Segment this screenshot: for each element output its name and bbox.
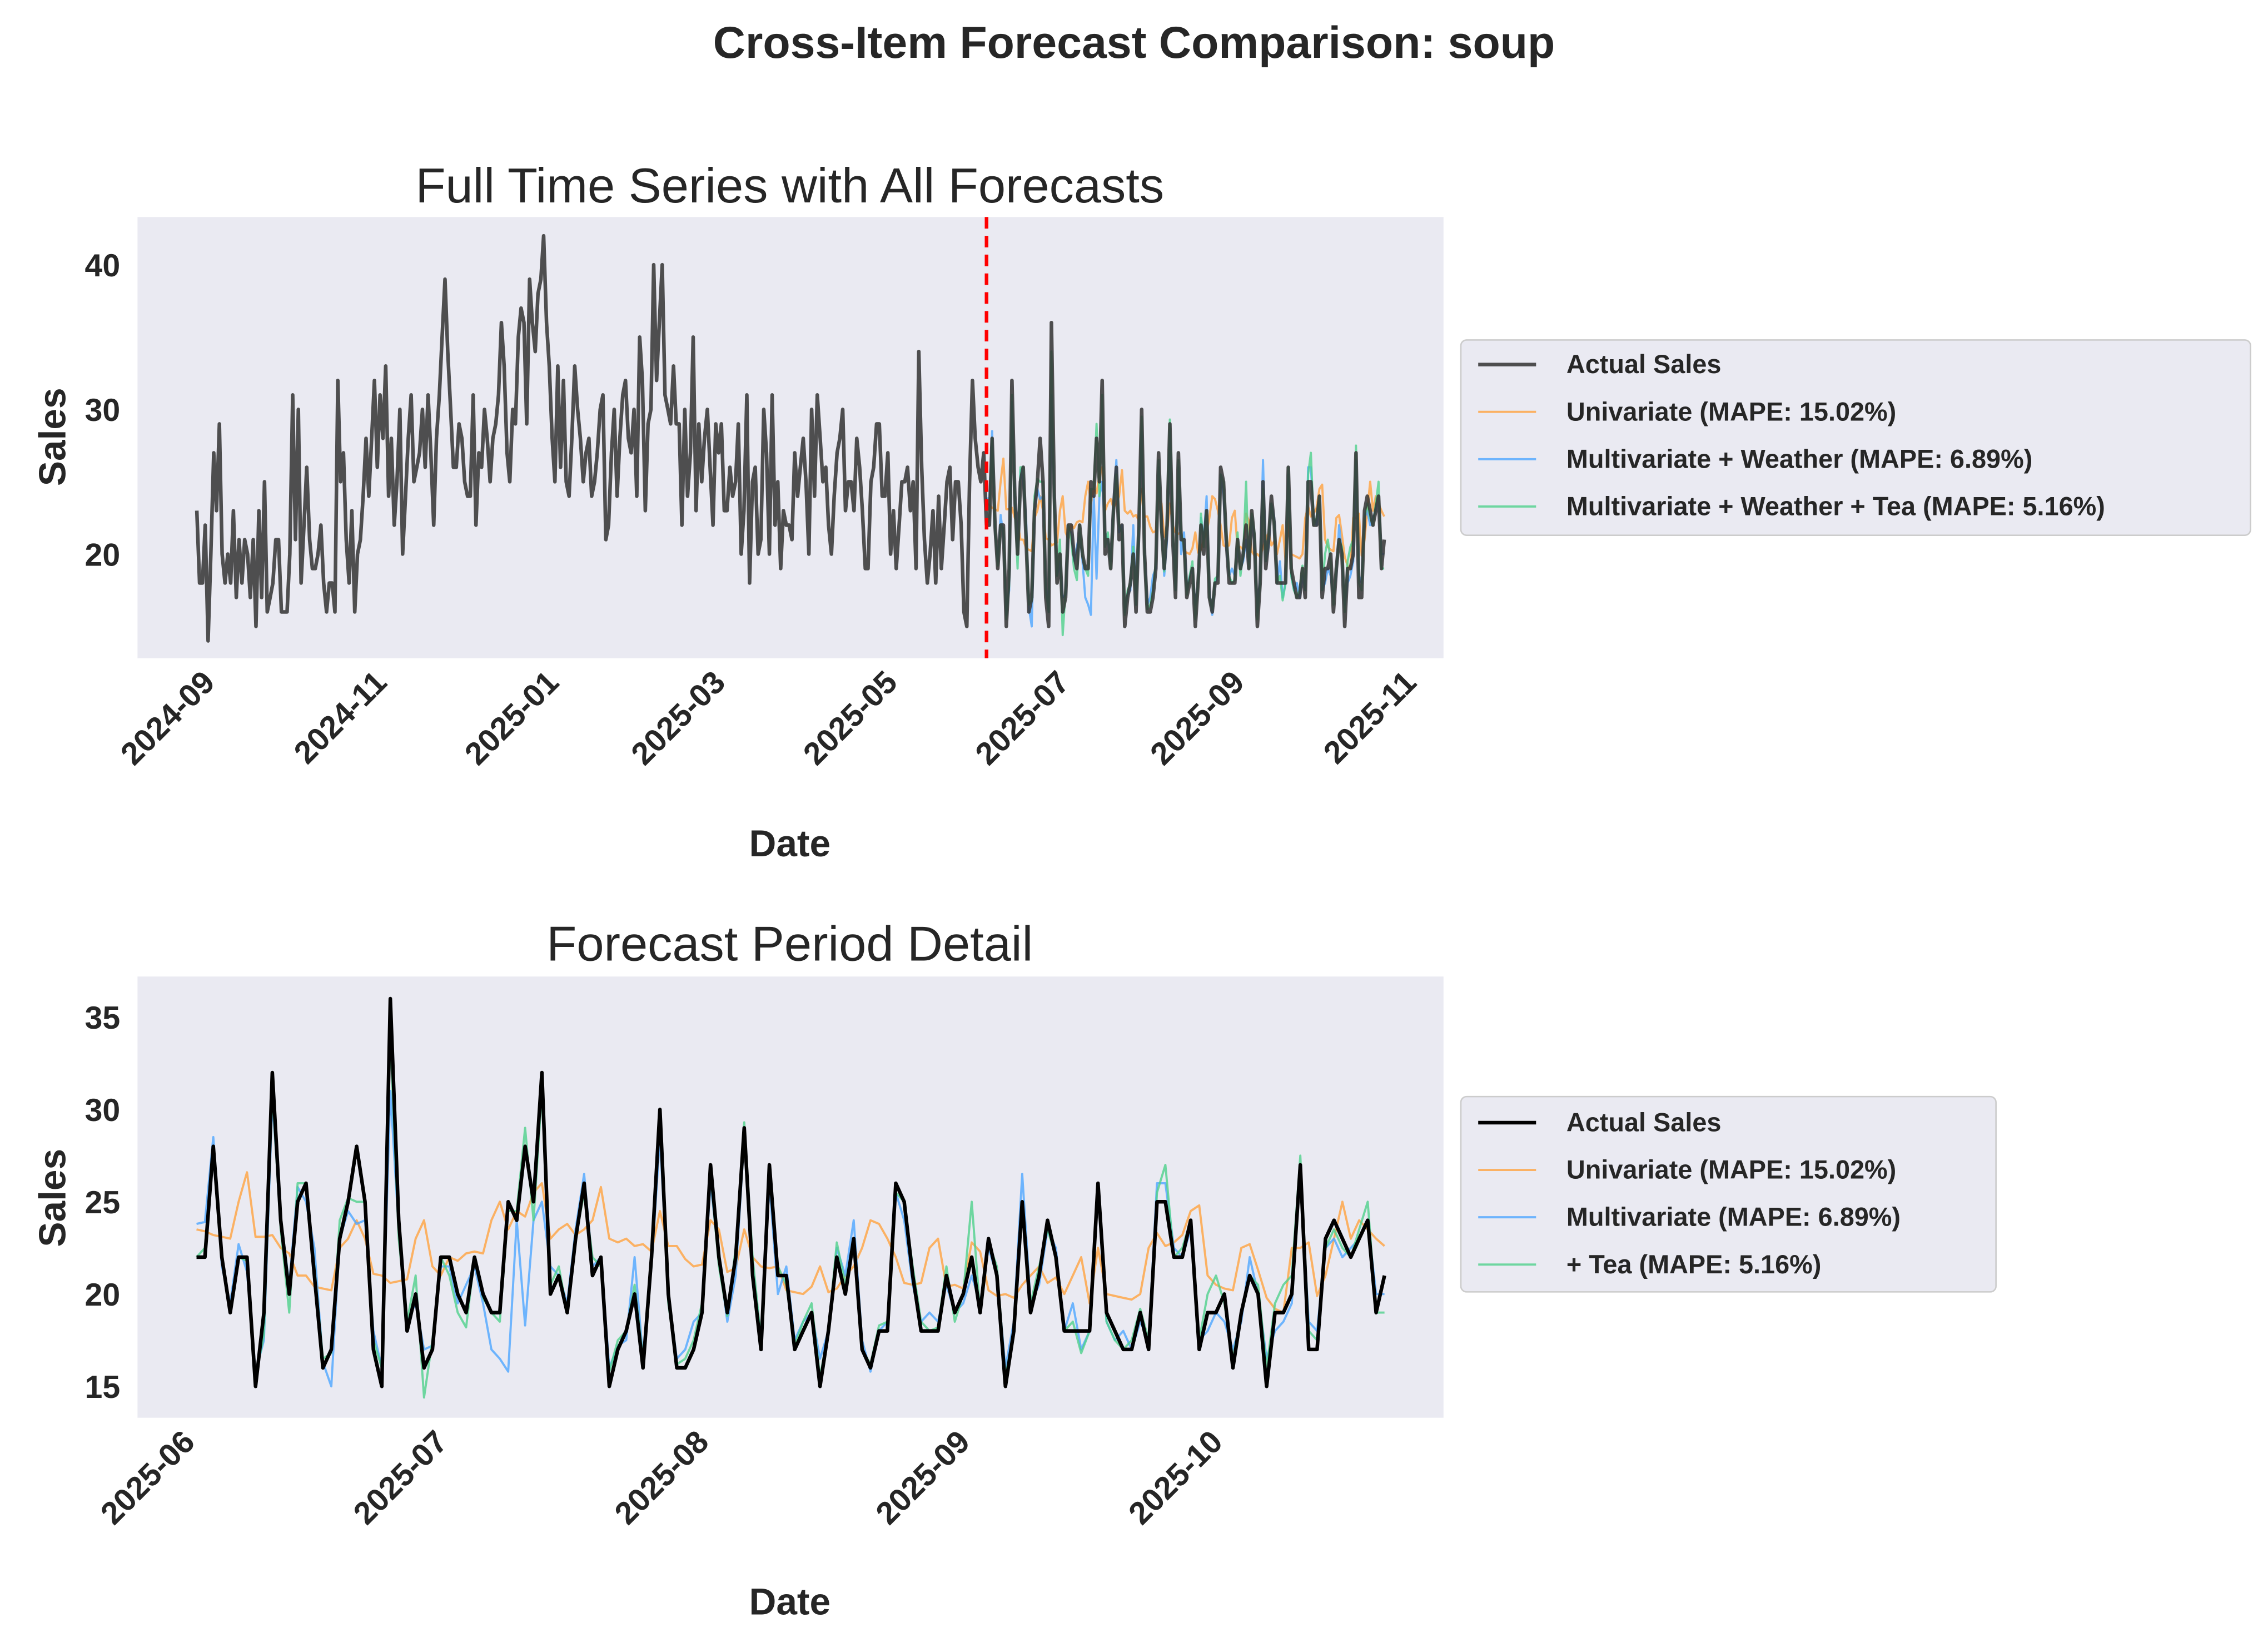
bottom-chart-lines <box>196 996 1386 1399</box>
legend-label-actual: Actual Sales <box>1566 1108 1722 1137</box>
x-tick-label: 2025-09 <box>1143 664 1251 772</box>
bottom-chart-title: Forecast Period Detail <box>546 916 1033 971</box>
legend-label-multivariate: Multivariate + Weather (MAPE: 6.89%) <box>1566 444 2032 473</box>
x-tick-label: 2025-11 <box>1317 664 1424 771</box>
actual-sales-line <box>196 996 1386 1388</box>
bottom-y-ticks: 15 20 25 30 35 <box>85 1000 121 1405</box>
x-tick-label: 2025-09 <box>869 1423 977 1531</box>
legend-label-univariate: Univariate (MAPE: 15.02%) <box>1566 1155 1896 1184</box>
figure-title: Cross-Item Forecast Comparison: soup <box>713 18 1555 68</box>
x-tick-label: 2025-03 <box>624 664 732 772</box>
x-tick-label: 2025-05 <box>797 664 904 772</box>
legend-label-tea: + Tea (MAPE: 5.16%) <box>1566 1250 1821 1279</box>
x-tick-label: 2025-08 <box>608 1423 716 1531</box>
legend-label-tea: Multivariate + Weather + Tea (MAPE: 5.16… <box>1566 492 2105 520</box>
bottom-y-axis-label: Sales <box>32 1149 73 1247</box>
top-legend: Actual Sales Univariate (MAPE: 15.02%) Mul… <box>1460 339 2251 536</box>
y-tick-label: 35 <box>85 1000 121 1036</box>
bottom-chart: Forecast Period Detail 2025-06 2025-07 202… <box>32 916 1997 1623</box>
x-tick-label: 2025-01 <box>458 664 566 772</box>
bottom-legend: Actual Sales Univariate (MAPE: 15.02%) Mul… <box>1460 1095 1997 1293</box>
y-tick-label: 20 <box>85 1277 121 1313</box>
legend-label-actual: Actual Sales <box>1566 350 1722 379</box>
x-tick-label: 2025-07 <box>968 664 1076 772</box>
actual-sales-line <box>195 234 1386 643</box>
x-tick-label: 2025-07 <box>347 1423 455 1531</box>
x-tick-label: 2024-11 <box>287 664 394 771</box>
top-x-axis-label: Date <box>749 823 830 865</box>
legend-label-multivariate: Multivariate (MAPE: 6.89%) <box>1566 1203 1901 1232</box>
y-tick-label: 30 <box>85 393 121 428</box>
bottom-x-axis-label: Date <box>749 1581 830 1623</box>
x-tick-label: 2024-09 <box>114 664 222 772</box>
bottom-plot-area <box>137 976 1444 1418</box>
top-x-ticks: 2024-09 2024-11 2025-01 2025-03 2025-05 2025-… <box>114 664 1423 772</box>
x-tick-label: 2025-06 <box>94 1423 202 1531</box>
x-tick-label: 2025-10 <box>1122 1423 1230 1531</box>
y-tick-label: 40 <box>85 248 121 284</box>
top-chart: Full Time Series with All Forecasts 2024… <box>32 158 2251 865</box>
top-chart-lines <box>195 217 1386 658</box>
y-tick-label: 20 <box>85 537 121 573</box>
top-chart-title: Full Time Series with All Forecasts <box>415 158 1164 213</box>
univariate-forecast-line <box>196 1171 1385 1314</box>
top-legend-box <box>1460 339 2251 536</box>
y-tick-label: 15 <box>85 1370 121 1405</box>
top-y-axis-label: Sales <box>32 388 73 486</box>
y-tick-label: 30 <box>85 1093 121 1128</box>
bottom-x-ticks: 2025-06 2025-07 2025-08 2025-09 2025-10 <box>94 1423 1230 1531</box>
top-y-ticks: 20 30 40 <box>85 248 121 573</box>
y-tick-label: 25 <box>85 1185 121 1221</box>
legend-label-univariate: Univariate (MAPE: 15.02%) <box>1566 397 1896 426</box>
bottom-legend-box <box>1460 1095 1997 1293</box>
